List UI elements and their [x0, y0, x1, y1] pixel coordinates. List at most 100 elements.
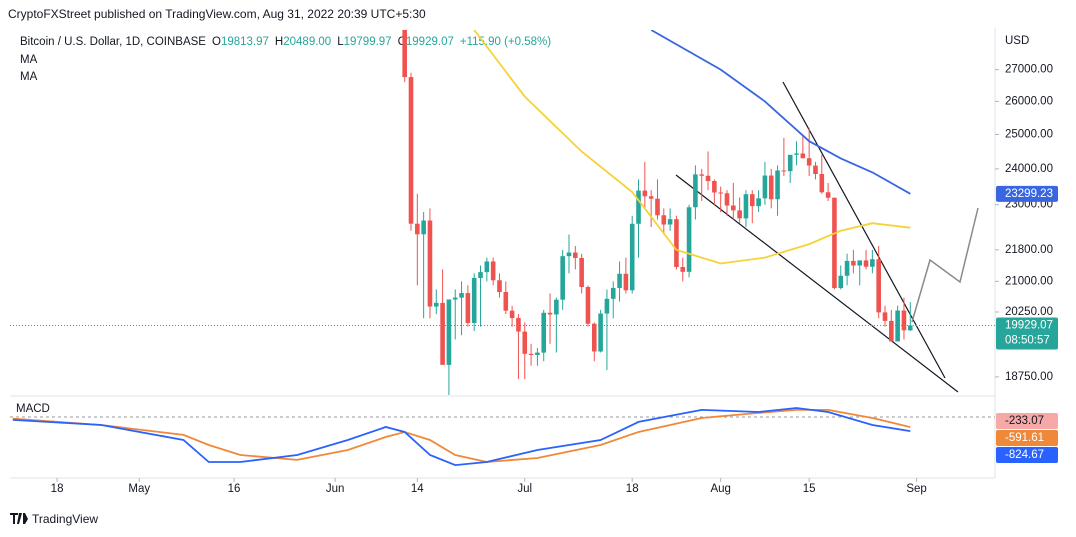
- x-tick-label: Jun: [326, 483, 345, 495]
- candle-body: [813, 165, 818, 174]
- candle-body: [806, 158, 812, 166]
- candle-body: [825, 192, 831, 198]
- candle-body: [490, 261, 496, 281]
- candle-body: [516, 318, 521, 332]
- y-tick-label: 27000.00: [1005, 64, 1053, 76]
- y-tick-label: 20250.00: [1005, 306, 1053, 318]
- y-tick-label: 24000.00: [1005, 163, 1053, 175]
- y-tick-label: 21800.00: [1005, 244, 1053, 256]
- logo-icon: [10, 513, 28, 524]
- candle-body: [471, 277, 477, 324]
- candle-body: [478, 272, 483, 278]
- candle-body: [415, 223, 420, 235]
- footer-brand: TradingView: [32, 512, 98, 526]
- macd-value-label: -233.07: [1005, 415, 1044, 427]
- symbol: Bitcoin / U.S. Dollar, 1D, COINBASE: [20, 36, 206, 48]
- ma-price-label: 23299.23: [1005, 188, 1053, 200]
- x-tick-label: Sep: [906, 483, 926, 495]
- wedge-annotation: [675, 81, 959, 393]
- wedge-lower: [675, 174, 959, 393]
- candle-body: [901, 310, 907, 331]
- ohlc-label: H: [275, 36, 283, 48]
- candle-body: [610, 287, 616, 299]
- candle-body: [762, 175, 768, 199]
- macd-value-label: -824.67: [1005, 449, 1044, 461]
- x-tick-label: Jul: [517, 483, 532, 495]
- candle-body: [427, 220, 433, 307]
- ohlc-value: 19929.07: [406, 36, 454, 48]
- candle-body: [876, 259, 881, 313]
- candle-body: [768, 175, 774, 200]
- candle-body: [667, 219, 673, 225]
- candle-body: [440, 302, 445, 365]
- candle-body: [756, 198, 761, 207]
- candle-body: [781, 170, 787, 172]
- publisher: CryptoFXStreet published on TradingView.…: [8, 7, 426, 21]
- candle-body: [566, 252, 572, 257]
- candle-body: [573, 252, 578, 258]
- ma-line: [650, 30, 911, 195]
- candle-body: [844, 260, 850, 276]
- candle-body: [889, 320, 894, 342]
- ohlc-row: O19813.97 H20489.00 L19799.97 C19929.07 +115…: [212, 36, 551, 48]
- candle-body: [541, 312, 547, 353]
- candle-body: [705, 175, 711, 182]
- wedge-upper: [782, 81, 946, 379]
- x-tick-label: 16: [228, 483, 241, 495]
- candle-body: [655, 198, 660, 216]
- candle-body: [749, 194, 755, 207]
- candle-body: [648, 196, 654, 199]
- legend-entry: MA: [20, 71, 38, 83]
- last-price-label: 19929.07: [1005, 319, 1053, 331]
- candle-body: [503, 292, 509, 311]
- candle-body: [686, 207, 692, 272]
- candle-body: [554, 299, 559, 315]
- candle-body: [528, 353, 534, 355]
- macd-line: [12, 407, 911, 467]
- candle-body: [452, 297, 458, 300]
- candle-body: [851, 260, 856, 266]
- macd-value-box: [996, 446, 1058, 463]
- candle-body: [459, 293, 464, 298]
- candle-body: [895, 310, 900, 342]
- macd-line: [12, 408, 911, 463]
- candle-body: [433, 302, 439, 307]
- x-tick-label: May: [128, 483, 150, 495]
- candle-body: [604, 298, 610, 314]
- currency: USD: [1005, 35, 1029, 47]
- candle-body: [642, 190, 648, 197]
- candle-body: [819, 173, 825, 193]
- candle-body: [907, 325, 913, 331]
- candle-body: [446, 299, 452, 365]
- candle-body: [718, 192, 723, 194]
- candle-body: [522, 331, 528, 354]
- ma-price-box: [996, 185, 1058, 202]
- candle-body: [497, 280, 502, 293]
- candle-body: [585, 286, 591, 324]
- candle-body: [629, 223, 635, 291]
- macd-pane: [10, 407, 995, 467]
- ohlc-change: +115.90 (+0.58%): [460, 36, 551, 48]
- macd-title: MACD: [16, 403, 50, 415]
- candle-body: [731, 205, 736, 211]
- candle-body: [636, 190, 641, 224]
- candle-body: [775, 170, 780, 200]
- y-tick-label: 25000.00: [1005, 128, 1053, 140]
- candle-body: [838, 275, 844, 289]
- ohlc-value: 19799.97: [344, 36, 392, 48]
- ma-line: [473, 30, 911, 265]
- candle-body: [579, 257, 584, 287]
- candle-body: [800, 153, 806, 159]
- x-tick-label: 18: [51, 483, 64, 495]
- macd-value-box: [996, 412, 1058, 429]
- candle-body: [863, 260, 869, 267]
- candle-body: [509, 310, 515, 319]
- ohlc-label: O: [212, 36, 221, 48]
- x-tick-label: 18: [626, 483, 639, 495]
- tv-logo: [10, 513, 28, 524]
- candle-body: [591, 323, 597, 352]
- candle-body: [699, 174, 705, 176]
- macd-value-box: [996, 429, 1058, 446]
